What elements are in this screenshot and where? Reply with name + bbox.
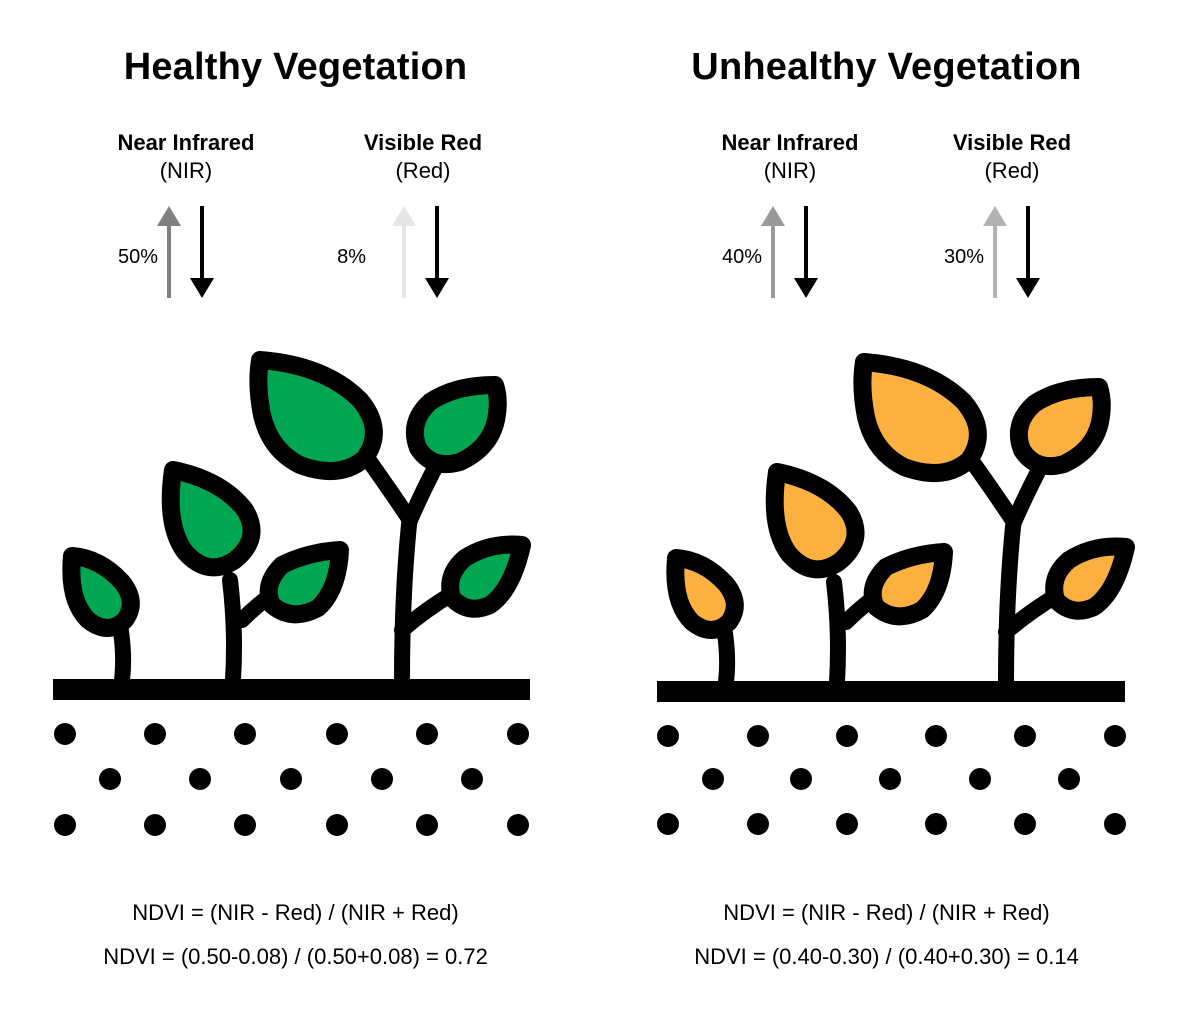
incoming-arrow-icon [794, 206, 818, 298]
unhealthy-plants-illustration [657, 353, 1135, 835]
nir-band-label: Near Infrared (NIR) [86, 130, 286, 186]
red-reflectance-percent: 30% [943, 246, 984, 268]
leaf-shapes [666, 353, 1135, 639]
leaf-icon [62, 547, 140, 637]
panel-title: Unhealthy Vegetation [691, 46, 1082, 88]
band-name: Near Infrared [117, 130, 255, 155]
leaf-icon [863, 543, 953, 626]
band-name: Near Infrared [721, 130, 859, 155]
healthy-panel: Healthy Vegetation Near Infrared (NIR) V… [53, 46, 531, 969]
red-band-label: Visible Red (Red) [912, 130, 1112, 186]
incoming-arrow-icon [1016, 206, 1040, 298]
panel-title: Healthy Vegetation [123, 46, 468, 88]
leaf-icon [441, 535, 531, 618]
nir-reflectance-percent: 50% [117, 246, 158, 268]
nir-reflectance-percent: 40% [721, 246, 762, 268]
leaf-icon [259, 541, 349, 624]
reflected-arrow-icon [157, 206, 181, 298]
reflected-arrow-icon [983, 206, 1007, 298]
incoming-arrow-icon [425, 206, 449, 298]
leaf-icon [765, 463, 865, 579]
leaf-icon [1010, 378, 1111, 476]
reflected-arrow-icon [392, 206, 416, 298]
ndvi-formula: NDVI = (NIR - Red) / (NIR + Red) [723, 900, 1050, 925]
leaf-icon [1045, 537, 1135, 620]
band-abbr: (NIR) [763, 158, 817, 183]
band-abbr: (Red) [395, 158, 451, 183]
ground-line [53, 679, 530, 700]
reflected-arrow-icon [761, 206, 785, 298]
red-band-label: Visible Red (Red) [323, 130, 523, 186]
leaf-icon [406, 376, 507, 474]
band-name: Visible Red [363, 130, 483, 155]
band-name: Visible Red [952, 130, 1072, 155]
soil-dots [54, 723, 529, 836]
red-arrows [392, 206, 449, 298]
unhealthy-panel: Unhealthy Vegetation Near Infrared (NIR)… [591, 0, 1182, 1024]
ndvi-calculation: NDVI = (0.50-0.08) / (0.50+0.08) = 0.72 [103, 944, 488, 969]
ground-line [657, 681, 1125, 702]
leaf-icon [249, 351, 383, 481]
red-reflectance-percent: 8% [337, 246, 366, 268]
leaf-icon [161, 461, 261, 577]
leaf-icon [853, 353, 987, 483]
incoming-arrow-icon [190, 206, 214, 298]
healthy-plants-illustration [53, 351, 531, 836]
ndvi-calculation: NDVI = (0.40-0.30) / (0.40+0.30) = 0.14 [694, 944, 1079, 969]
leaf-icon [666, 549, 744, 639]
nir-arrows [157, 206, 214, 298]
leaf-shapes [62, 351, 531, 637]
soil-dots [657, 725, 1126, 835]
nir-band-label: Near Infrared (NIR) [690, 130, 890, 186]
band-abbr: (NIR) [159, 158, 213, 183]
red-arrows [983, 206, 1040, 298]
band-abbr: (Red) [984, 158, 1040, 183]
nir-arrows [761, 206, 818, 298]
ndvi-formula: NDVI = (NIR - Red) / (NIR + Red) [132, 900, 459, 925]
